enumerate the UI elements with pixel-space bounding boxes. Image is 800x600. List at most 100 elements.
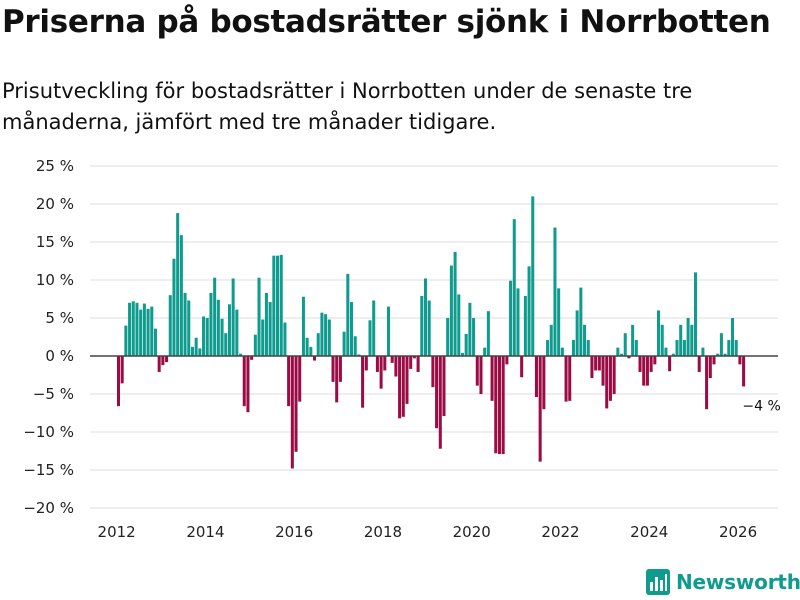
- bar-negative[interactable]: [416, 356, 420, 372]
- bar-positive[interactable]: [449, 265, 453, 356]
- bar-negative[interactable]: [442, 356, 446, 417]
- bar-negative[interactable]: [157, 356, 161, 372]
- bar-negative[interactable]: [738, 356, 742, 365]
- bar-positive[interactable]: [239, 353, 243, 356]
- bar-negative[interactable]: [409, 356, 413, 369]
- bar-positive[interactable]: [346, 273, 350, 356]
- bar-negative[interactable]: [479, 356, 483, 394]
- bar-negative[interactable]: [405, 356, 409, 404]
- bar-positive[interactable]: [268, 302, 272, 356]
- bar-positive[interactable]: [224, 333, 228, 356]
- bar-negative[interactable]: [379, 356, 383, 389]
- bar-positive[interactable]: [527, 266, 531, 356]
- bar-positive[interactable]: [220, 318, 224, 356]
- bar-positive[interactable]: [509, 280, 513, 356]
- bar-positive[interactable]: [694, 272, 698, 356]
- bar-positive[interactable]: [316, 333, 320, 356]
- bar-negative[interactable]: [390, 356, 394, 363]
- bar-negative[interactable]: [668, 356, 672, 372]
- bar-positive[interactable]: [546, 340, 550, 356]
- bar-negative[interactable]: [398, 356, 402, 419]
- bar-negative[interactable]: [638, 356, 642, 372]
- bar-positive[interactable]: [305, 337, 309, 356]
- bar-positive[interactable]: [420, 295, 424, 356]
- bar-positive[interactable]: [350, 302, 354, 356]
- bar-negative[interactable]: [653, 356, 657, 365]
- bar-positive[interactable]: [575, 310, 579, 356]
- bar-negative[interactable]: [438, 356, 442, 449]
- bar-positive[interactable]: [172, 258, 176, 356]
- bar-positive[interactable]: [734, 340, 738, 356]
- bar-negative[interactable]: [383, 356, 387, 371]
- bar-positive[interactable]: [560, 347, 564, 356]
- bar-positive[interactable]: [730, 318, 735, 356]
- bar-negative[interactable]: [361, 356, 365, 408]
- bar-positive[interactable]: [131, 301, 135, 356]
- bar-negative[interactable]: [375, 356, 379, 372]
- bar-positive[interactable]: [279, 254, 283, 356]
- bar-positive[interactable]: [634, 340, 638, 356]
- bar-positive[interactable]: [457, 294, 461, 356]
- bar-positive[interactable]: [460, 352, 464, 356]
- bar-positive[interactable]: [549, 324, 553, 356]
- bar-positive[interactable]: [342, 331, 346, 356]
- bar-positive[interactable]: [257, 277, 261, 356]
- bar-positive[interactable]: [682, 340, 686, 356]
- bar-positive[interactable]: [209, 292, 213, 356]
- bar-positive[interactable]: [483, 347, 487, 356]
- bar-negative[interactable]: [597, 356, 601, 371]
- bar-positive[interactable]: [183, 292, 187, 356]
- bar-negative[interactable]: [705, 356, 709, 410]
- bar-positive[interactable]: [128, 302, 132, 356]
- bar-positive[interactable]: [623, 333, 627, 356]
- bar-positive[interactable]: [557, 288, 561, 356]
- bar-negative[interactable]: [742, 356, 746, 387]
- bar-negative[interactable]: [601, 356, 605, 386]
- bar-positive[interactable]: [202, 316, 206, 356]
- bar-positive[interactable]: [124, 325, 128, 356]
- bar-negative[interactable]: [165, 356, 169, 363]
- bar-positive[interactable]: [512, 219, 516, 356]
- bar-negative[interactable]: [287, 356, 291, 407]
- bar-positive[interactable]: [657, 310, 661, 356]
- bar-positive[interactable]: [176, 213, 180, 356]
- bar-negative[interactable]: [338, 356, 342, 382]
- bar-positive[interactable]: [531, 196, 535, 356]
- bar-positive[interactable]: [216, 299, 220, 356]
- bar-positive[interactable]: [187, 300, 191, 356]
- newsworthy-logo[interactable]: Newsworthy: [646, 569, 800, 595]
- bar-negative[interactable]: [250, 356, 254, 360]
- bar-negative[interactable]: [116, 356, 120, 407]
- bar-negative[interactable]: [290, 356, 294, 469]
- bar-positive[interactable]: [719, 333, 723, 356]
- bar-positive[interactable]: [701, 347, 705, 356]
- bar-negative[interactable]: [612, 356, 616, 394]
- bar-positive[interactable]: [446, 318, 450, 356]
- bar-positive[interactable]: [235, 309, 239, 356]
- bar-positive[interactable]: [150, 306, 154, 356]
- bar-negative[interactable]: [568, 356, 572, 401]
- bar-negative[interactable]: [120, 356, 124, 384]
- bar-negative[interactable]: [642, 356, 646, 386]
- bar-negative[interactable]: [242, 356, 246, 407]
- bar-positive[interactable]: [320, 312, 324, 356]
- bar-negative[interactable]: [475, 356, 479, 386]
- bar-positive[interactable]: [664, 347, 668, 356]
- bar-positive[interactable]: [272, 255, 276, 356]
- bar-positive[interactable]: [660, 324, 664, 356]
- bar-positive[interactable]: [523, 295, 527, 356]
- bar-negative[interactable]: [708, 356, 712, 379]
- bar-negative[interactable]: [520, 356, 524, 378]
- bar-negative[interactable]: [435, 356, 439, 429]
- bar-positive[interactable]: [324, 314, 328, 356]
- bar-negative[interactable]: [534, 356, 538, 398]
- bar-negative[interactable]: [538, 356, 542, 462]
- bar-positive[interactable]: [386, 306, 391, 356]
- bar-positive[interactable]: [464, 333, 468, 356]
- bar-positive[interactable]: [309, 346, 313, 356]
- bar-positive[interactable]: [690, 324, 694, 356]
- bar-negative[interactable]: [490, 356, 494, 401]
- bar-positive[interactable]: [139, 309, 143, 356]
- bar-positive[interactable]: [723, 353, 727, 356]
- bar-positive[interactable]: [283, 322, 287, 356]
